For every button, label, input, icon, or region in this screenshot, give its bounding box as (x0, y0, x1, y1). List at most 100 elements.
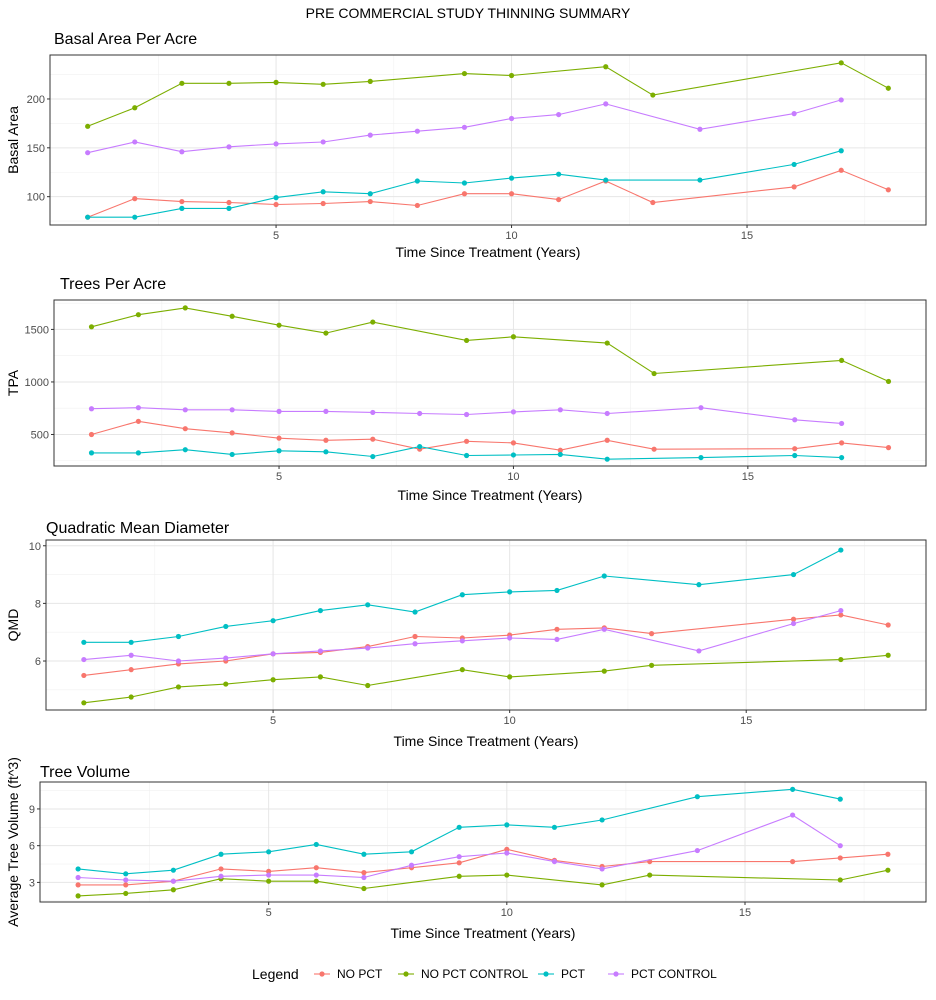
panel-title: Trees Per Acre (60, 276, 166, 293)
data-point (223, 623, 229, 630)
y-tick-label: 6 (35, 656, 41, 668)
x-tick-label: 15 (742, 471, 754, 483)
data-point (463, 337, 470, 344)
data-point (650, 199, 656, 206)
data-point (317, 648, 324, 654)
legend-entry-no-pct-control: NO PCT CONTROL (398, 967, 528, 981)
data-point (81, 672, 87, 679)
data-point (648, 662, 655, 668)
data-point (510, 440, 517, 446)
data-point (229, 407, 235, 413)
data-point (179, 149, 185, 155)
data-point (273, 201, 279, 208)
data-point (461, 191, 468, 197)
data-point (456, 854, 462, 860)
x-tick-label: 15 (741, 230, 753, 242)
x-tick-label: 5 (270, 715, 276, 727)
data-point (554, 636, 560, 643)
data-point (276, 322, 282, 328)
data-point (648, 631, 655, 637)
data-point (229, 451, 235, 458)
data-point (323, 437, 329, 443)
data-point (414, 202, 420, 209)
data-point (182, 305, 188, 311)
panel-title: Tree Volume (40, 764, 130, 781)
data-point (697, 177, 703, 183)
data-point (323, 330, 329, 336)
data-point (556, 196, 562, 203)
x-tick-label: 10 (507, 471, 519, 483)
data-point (456, 873, 462, 879)
data-point (88, 324, 95, 330)
y-tick-label: 3 (29, 877, 35, 889)
data-point (128, 639, 134, 645)
data-point (123, 882, 129, 888)
data-point (650, 92, 656, 98)
data-point (694, 847, 700, 854)
legend-key-point (613, 971, 619, 977)
data-point (603, 177, 609, 183)
data-point (412, 633, 418, 640)
data-point (313, 872, 319, 878)
data-point (320, 189, 326, 195)
data-point (370, 436, 376, 442)
data-point (323, 408, 329, 414)
data-point (792, 452, 798, 459)
data-point (123, 890, 129, 897)
y-axis-label: QMD (5, 609, 21, 642)
legend: Legend NO PCT NO PCT CONTROL PCT PCT CONTROL (252, 966, 717, 982)
plot-area (54, 300, 926, 466)
data-point (694, 794, 700, 800)
x-tick-label: 10 (501, 907, 513, 919)
data-point (697, 126, 703, 132)
data-point (791, 111, 797, 117)
panel-title: Basal Area Per Acre (54, 31, 197, 48)
data-point (361, 870, 367, 876)
data-point (266, 849, 272, 855)
data-point (601, 668, 607, 674)
data-point (179, 205, 185, 211)
data-point (317, 674, 324, 680)
y-tick-label: 1000 (25, 377, 49, 389)
data-point (170, 878, 176, 884)
data-point (320, 81, 326, 87)
data-point (603, 64, 609, 70)
x-tick-label: 10 (504, 715, 516, 727)
data-point (456, 860, 462, 866)
data-point (276, 448, 282, 454)
data-point (604, 437, 610, 443)
x-axis-label: Time Since Treatment (Years) (396, 244, 581, 260)
data-point (81, 656, 87, 663)
data-point (226, 199, 232, 206)
data-point (128, 667, 134, 673)
data-point (370, 453, 376, 460)
data-point (85, 150, 91, 156)
data-point (135, 450, 141, 456)
data-point (132, 214, 138, 220)
x-tick-label: 5 (276, 471, 282, 483)
data-point (551, 858, 558, 865)
data-point (412, 609, 418, 615)
data-point (604, 340, 610, 346)
data-point (170, 887, 176, 893)
panel-title: Quadratic Mean Diameter (46, 520, 230, 537)
data-point (273, 195, 279, 201)
x-tick-label: 5 (266, 907, 272, 919)
plot-border (45, 539, 927, 711)
data-point (226, 205, 232, 211)
y-tick-label: 10 (29, 541, 41, 553)
series-line-no-pct (87, 169, 889, 218)
data-point (456, 824, 462, 830)
chart-panels: 5 10 15 100 150 200 Basal Area Per Acre Time Si… (5, 31, 927, 941)
data-point (226, 144, 232, 150)
data-point (698, 405, 704, 411)
data-point (790, 620, 797, 627)
data-point (170, 867, 176, 873)
data-point (790, 571, 797, 578)
legend-label: PCT CONTROL (631, 967, 717, 981)
data-point (412, 641, 418, 647)
data-point (276, 408, 282, 414)
data-point (370, 319, 376, 325)
data-point (461, 124, 468, 130)
